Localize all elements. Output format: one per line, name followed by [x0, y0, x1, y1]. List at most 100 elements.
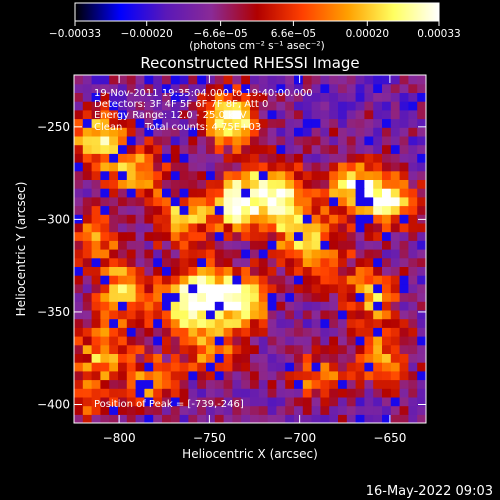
heatmap-cell — [329, 240, 339, 250]
heatmap-cell — [267, 83, 277, 93]
heatmap-cell — [320, 301, 330, 311]
heatmap-cell — [267, 127, 277, 137]
heatmap-cell — [91, 188, 101, 198]
heatmap-cell — [276, 362, 286, 372]
heatmap-cell — [126, 144, 137, 154]
heatmap-cell — [197, 153, 207, 163]
heatmap-cell — [250, 336, 260, 346]
heatmap-cell — [126, 153, 137, 163]
heatmap-cell — [302, 249, 313, 259]
heatmap-cell — [126, 92, 137, 102]
heatmap-cell — [390, 266, 401, 276]
heatmap-cell — [91, 309, 101, 320]
heatmap-cell — [338, 379, 348, 389]
heatmap-cell — [355, 188, 365, 198]
heatmap-cell — [206, 240, 216, 250]
heatmap-cell — [399, 92, 409, 102]
heatmap-cell — [170, 327, 181, 337]
heatmap-cell — [162, 353, 172, 363]
heatmap-cell — [197, 205, 207, 215]
heatmap-cell — [329, 109, 339, 120]
heatmap-cell — [311, 388, 321, 398]
heatmap-cell — [382, 83, 392, 93]
heatmap-cell — [135, 231, 145, 241]
heatmap-cell — [153, 188, 163, 198]
heatmap-cell — [373, 170, 383, 180]
heatmap-cell — [320, 249, 330, 259]
heatmap-cell — [135, 109, 145, 120]
heatmap-cell — [250, 318, 260, 328]
heatmap-cell — [311, 83, 321, 93]
heatmap-cell — [223, 135, 233, 146]
heatmap-cell — [408, 83, 418, 93]
heatmap-cell — [258, 388, 269, 398]
heatmap-cell — [241, 370, 251, 381]
heatmap-cell — [399, 275, 409, 285]
heatmap-cell — [373, 266, 383, 276]
heatmap-cell — [109, 301, 119, 311]
heatmap-cell — [82, 127, 93, 137]
heatmap-cell — [232, 144, 242, 154]
colorbar-tick-label: 0.00033 — [417, 28, 460, 40]
heatmap-cell — [232, 101, 242, 111]
heatmap-cell — [346, 205, 357, 215]
heatmap-cell — [373, 344, 383, 354]
heatmap-cell — [390, 205, 401, 215]
heatmap-cell — [390, 275, 401, 285]
heatmap-cell — [338, 109, 348, 120]
heatmap-cell — [197, 170, 207, 180]
heatmap-cell — [320, 127, 330, 137]
heatmap-cell — [417, 196, 426, 207]
heatmap-cell — [258, 83, 269, 93]
heatmap-cell — [206, 83, 216, 93]
heatmap-cell — [179, 144, 189, 154]
heatmap-cell — [153, 301, 163, 311]
heatmap-cell — [364, 249, 374, 259]
heatmap-cell — [382, 257, 392, 267]
heatmap-cell — [355, 266, 365, 276]
heatmap-cell — [162, 283, 172, 294]
heatmap-cell — [258, 370, 269, 381]
heatmap-cell — [74, 327, 84, 337]
heatmap-cell — [118, 353, 128, 363]
heatmap-cell — [267, 388, 277, 398]
heatmap-cell — [144, 205, 154, 215]
heatmap-cell — [126, 83, 137, 93]
heatmap-cell — [223, 109, 233, 120]
heatmap-cell — [144, 309, 154, 320]
heatmap-cell — [285, 353, 295, 363]
heatmap-cell — [223, 405, 233, 415]
heatmap-cell — [320, 205, 330, 215]
heatmap-cell — [109, 179, 119, 189]
heatmap-cell — [91, 83, 101, 93]
heatmap-cell — [258, 353, 269, 363]
heatmap-cell — [258, 92, 269, 102]
heatmap-cell — [214, 222, 225, 233]
heatmap-cell — [109, 153, 119, 163]
heatmap-cell — [118, 240, 128, 250]
heatmap-cell — [179, 388, 189, 398]
heatmap-cell — [390, 344, 401, 354]
heatmap-cell — [82, 301, 93, 311]
heatmap-cell — [373, 388, 383, 398]
heatmap-cell — [390, 405, 401, 415]
heatmap-cell — [285, 292, 295, 302]
heatmap-cell — [258, 301, 269, 311]
heatmap-cell — [258, 405, 269, 415]
heatmap-cell — [206, 153, 216, 163]
heatmap-cell — [214, 188, 225, 198]
heatmap-cell — [223, 266, 233, 276]
heatmap-cell — [346, 283, 357, 294]
heatmap-cell — [329, 336, 339, 346]
x-tick-label: −700 — [283, 431, 316, 445]
heatmap-cell — [276, 336, 286, 346]
heatmap-cell — [223, 275, 233, 285]
heatmap-cell — [338, 275, 348, 285]
heatmap-cell — [135, 240, 145, 250]
heatmap-cell — [373, 240, 383, 250]
heatmap-cell — [197, 336, 207, 346]
heatmap-cell — [364, 135, 374, 146]
heatmap-cell — [276, 275, 286, 285]
heatmap-cell — [188, 118, 198, 128]
